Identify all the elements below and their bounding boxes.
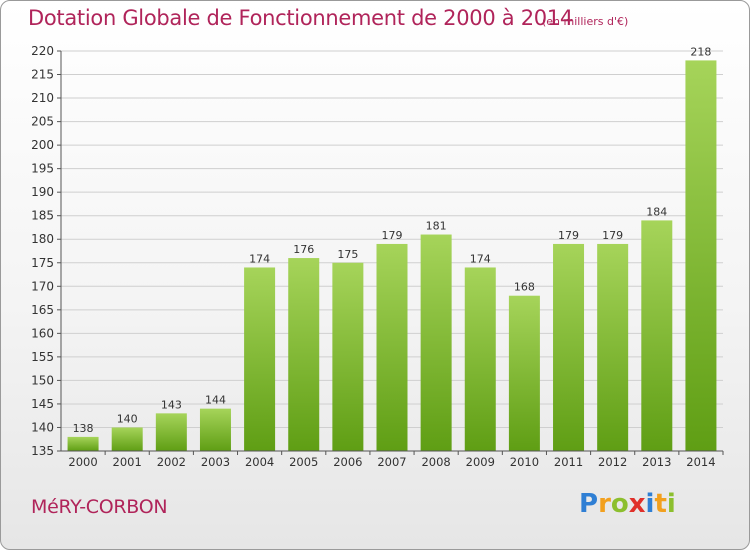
bar-2004	[244, 267, 276, 451]
y-tick-label: 150	[31, 373, 54, 387]
bar-2005	[288, 258, 320, 451]
bar-2009	[464, 267, 496, 451]
data-label-2000: 138	[73, 422, 94, 435]
y-tick-label: 135	[31, 444, 54, 458]
x-tick-label: 2002	[157, 455, 186, 469]
data-label-2013: 184	[646, 205, 667, 218]
data-label-2011: 179	[558, 229, 579, 242]
x-tick-label: 2006	[333, 455, 362, 469]
chart-title: Dotation Globale de Fonctionnement de 20…	[28, 6, 573, 30]
y-tick-label: 165	[31, 303, 54, 317]
bar-2001	[111, 427, 143, 451]
data-label-2004: 174	[249, 252, 270, 265]
y-tick-label: 195	[31, 162, 54, 176]
y-axis-ticks: 135 140 145 150 155 160 165 170 175 180 185 190 195 2…	[31, 44, 61, 458]
x-tick-label: 2003	[201, 455, 230, 469]
bar-2014	[685, 60, 717, 451]
data-labels: 138 140 143 144 174 176 175 179 181 174 168 179 179 1…	[73, 45, 712, 434]
data-label-2009: 174	[470, 252, 491, 265]
data-label-2002: 143	[161, 398, 182, 411]
x-tick-label: 2010	[510, 455, 539, 469]
data-label-2005: 176	[293, 243, 314, 256]
x-axis-ticks: 2000 2001 2002 2003 2004 2005 2006 2007 2008 2009…	[68, 451, 724, 469]
data-label-2007: 179	[382, 229, 403, 242]
x-tick-label: 2001	[113, 455, 142, 469]
data-label-2001: 140	[117, 412, 138, 425]
data-label-2012: 179	[602, 229, 623, 242]
y-tick-label: 155	[31, 350, 54, 364]
bar-2006	[332, 262, 364, 451]
x-tick-label: 2007	[377, 455, 406, 469]
bars	[67, 60, 717, 451]
x-tick-label: 2004	[245, 455, 274, 469]
y-tick-label: 190	[31, 185, 54, 199]
data-label-2006: 175	[337, 248, 358, 261]
data-label-2003: 144	[205, 394, 226, 407]
data-label-2010: 168	[514, 281, 535, 294]
y-tick-label: 215	[31, 68, 54, 82]
y-tick-label: 140	[31, 420, 54, 434]
data-label-2008: 181	[426, 220, 447, 233]
bar-2002	[155, 413, 187, 451]
x-tick-label: 2008	[421, 455, 450, 469]
x-tick-label: 2012	[598, 455, 627, 469]
y-tick-label: 180	[31, 232, 54, 246]
bar-2003	[199, 408, 231, 451]
bar-2010	[508, 295, 540, 451]
bar-2007	[376, 243, 408, 451]
x-tick-label: 2009	[466, 455, 495, 469]
y-tick-label: 200	[31, 138, 54, 152]
x-tick-label: 2011	[554, 455, 583, 469]
y-tick-label: 210	[31, 91, 54, 105]
y-tick-label: 160	[31, 326, 54, 340]
y-tick-label: 220	[31, 44, 54, 58]
bar-2008	[420, 234, 452, 451]
bar-2000	[67, 436, 99, 451]
proxiti-logo: Proxiti	[579, 489, 676, 519]
y-tick-label: 175	[31, 256, 54, 270]
x-tick-label: 2014	[686, 455, 715, 469]
x-tick-label: 2013	[642, 455, 671, 469]
y-tick-label: 185	[31, 209, 54, 223]
y-tick-label: 145	[31, 397, 54, 411]
x-tick-label: 2000	[68, 455, 97, 469]
y-tick-label: 170	[31, 279, 54, 293]
chart-unit: (en milliers d'€)	[542, 15, 629, 28]
bar-2011	[553, 243, 585, 451]
bar-2012	[597, 243, 629, 451]
x-tick-label: 2005	[289, 455, 318, 469]
bar-2013	[641, 220, 673, 451]
data-label-2014: 218	[690, 45, 711, 58]
commune-name: MéRY-CORBON	[31, 496, 168, 518]
y-tick-label: 205	[31, 115, 54, 129]
